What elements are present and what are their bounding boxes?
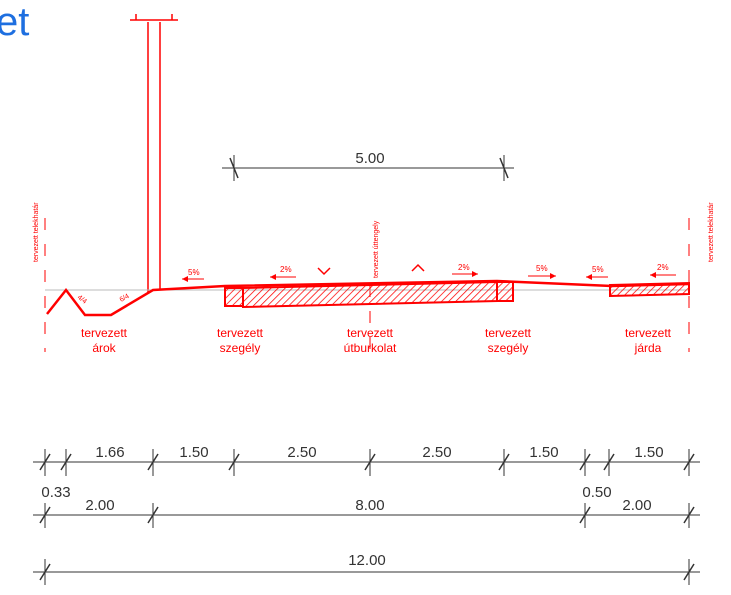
slope-ditch-left: 4/4 xyxy=(76,294,88,306)
dim-1-50-left: 1.50 xyxy=(179,444,208,461)
pavement-layers xyxy=(224,280,690,309)
slope-walk-edge: 5% xyxy=(592,265,604,274)
dim-2-50-right: 2.50 xyxy=(422,444,451,461)
slope-lane-left: 2% xyxy=(280,265,292,274)
label-curb-right-1: tervezett xyxy=(485,326,532,340)
top-dimension-value: 5.00 xyxy=(355,150,384,167)
axis-label: tervezett úttengely xyxy=(373,220,380,278)
dim-8-00: 8.00 xyxy=(355,497,384,514)
slope-labels: 5% 2% 2% 5% 5% 2% 4/4 6/4 xyxy=(76,263,676,306)
label-curb-left-2: szegély xyxy=(220,341,261,355)
sidewalk-body xyxy=(609,281,690,298)
element-labels: tervezett árok tervezett szegély terveze… xyxy=(81,326,672,355)
label-sidewalk-1: tervezett xyxy=(625,326,672,340)
label-road-1: tervezett xyxy=(347,326,394,340)
label-curb-left-1: tervezett xyxy=(217,326,264,340)
axis-marker-left xyxy=(317,267,331,276)
dim-1-50-mid: 1.50 xyxy=(529,444,558,461)
ditch-profile xyxy=(46,279,690,317)
label-ditch-1: tervezett xyxy=(81,326,128,340)
dim-1-66: 1.66 xyxy=(95,444,124,461)
dim-0-33: 0.33 xyxy=(41,484,70,501)
label-curb-right-2: szegély xyxy=(488,341,529,355)
slope-ditch-right: 6/4 xyxy=(119,293,131,304)
slope-shoulder: 5% xyxy=(188,268,200,277)
right-curb-body xyxy=(496,281,514,302)
dim-2-50-left: 2.50 xyxy=(287,444,316,461)
left-boundary-label: tervezett telekhatár xyxy=(33,202,40,262)
dim-2-00-left: 2.00 xyxy=(85,497,114,514)
slope-lane-right: 2% xyxy=(458,263,470,272)
utility-pole xyxy=(130,14,178,292)
slope-right-shoulder: 5% xyxy=(536,264,548,273)
slope-sidewalk: 2% xyxy=(657,263,669,272)
dim-1-50-right: 1.50 xyxy=(634,444,663,461)
drawing-title: et xyxy=(0,0,29,44)
axis-marker-right xyxy=(411,263,425,272)
label-ditch-2: árok xyxy=(92,341,116,355)
label-road-2: útburkolat xyxy=(344,341,397,355)
top-dimension xyxy=(222,155,514,181)
dimension-lines xyxy=(33,449,700,585)
label-sidewalk-2: járda xyxy=(634,341,662,355)
left-curb-body xyxy=(224,287,244,307)
right-boundary-label: tervezett telekhatár xyxy=(708,202,715,262)
dim-0-50: 0.50 xyxy=(582,484,611,501)
dim-total: 12.00 xyxy=(348,552,386,569)
dim-2-00-right: 2.00 xyxy=(622,497,651,514)
